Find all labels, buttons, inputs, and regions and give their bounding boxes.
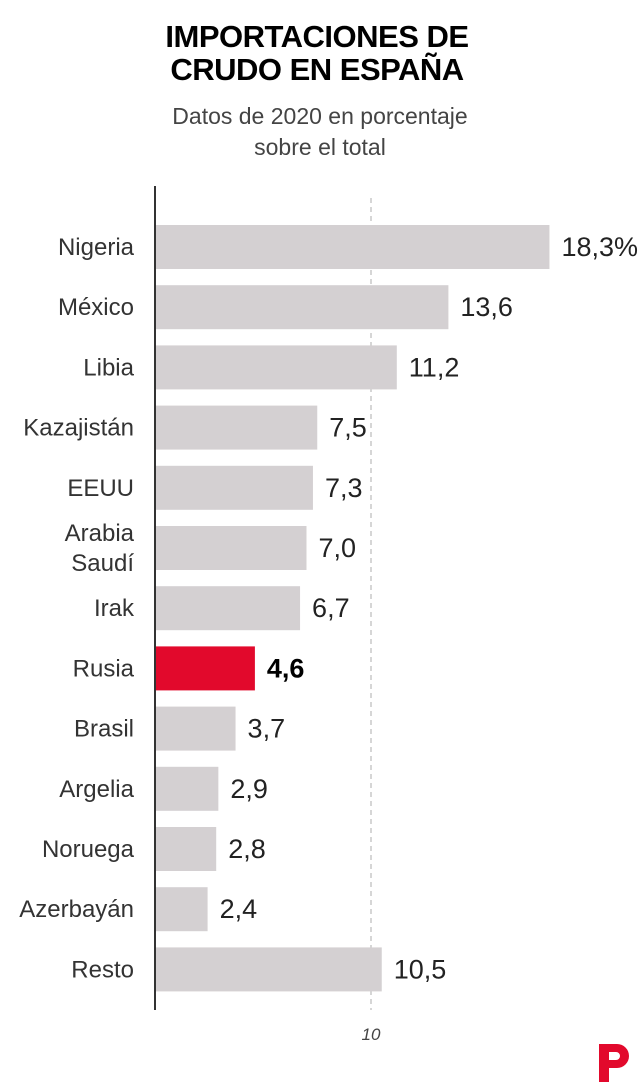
title-line-2: CRUDO EN ESPAÑA (170, 52, 464, 87)
value-label: 2,8 (228, 834, 266, 864)
value-label: 13,6 (460, 292, 513, 322)
subtitle-line-1: Datos de 2020 en porcentaje (172, 103, 468, 129)
value-label: 18,3% (561, 232, 638, 262)
subtitle-line-2: sobre el total (254, 134, 386, 160)
category-label: México (58, 294, 134, 321)
publico-logo (599, 1044, 629, 1082)
bar (156, 947, 382, 992)
value-label: 7,0 (319, 533, 357, 563)
value-label: 7,3 (325, 473, 363, 503)
title-line-1: IMPORTACIONES DE (165, 19, 469, 54)
tick-label: 10 (362, 1025, 381, 1044)
bar (156, 225, 550, 269)
bar (156, 887, 208, 932)
bar (156, 465, 313, 510)
bar (156, 646, 255, 691)
value-label: 7,5 (329, 413, 367, 443)
value-label: 2,4 (220, 894, 258, 924)
bar (156, 345, 397, 390)
chart-subtitle: Datos de 2020 en porcentaje sobre el tot… (0, 101, 640, 163)
bar (156, 766, 219, 811)
category-label: Argelia (59, 776, 134, 803)
category-label: Libia (83, 354, 134, 381)
value-label: 10,5 (394, 954, 447, 984)
bar (156, 405, 318, 450)
category-label: Noruega (42, 836, 135, 863)
category-label: Brasil (74, 716, 134, 743)
bar (156, 586, 301, 631)
bar (156, 706, 236, 751)
bar (156, 285, 449, 330)
value-label: 11,2 (409, 352, 460, 382)
category-label: EEUU (67, 475, 134, 502)
value-label: 2,9 (230, 774, 268, 804)
value-label: 6,7 (312, 593, 350, 623)
category-label: Arabia Saudí (65, 520, 135, 577)
category-label: Irak (94, 595, 135, 622)
chart-title: IMPORTACIONES DE CRUDO EN ESPAÑA (0, 20, 634, 86)
category-label: Azerbayán (19, 896, 134, 923)
category-label: Kazajistán (23, 415, 134, 442)
category-label: Nigeria (58, 234, 135, 261)
bar (156, 827, 217, 871)
category-label: Rusia (73, 655, 135, 682)
value-label: 3,7 (248, 714, 286, 744)
bar (156, 526, 307, 570)
value-label: 4,6 (267, 653, 305, 683)
category-label: Resto (71, 956, 134, 983)
